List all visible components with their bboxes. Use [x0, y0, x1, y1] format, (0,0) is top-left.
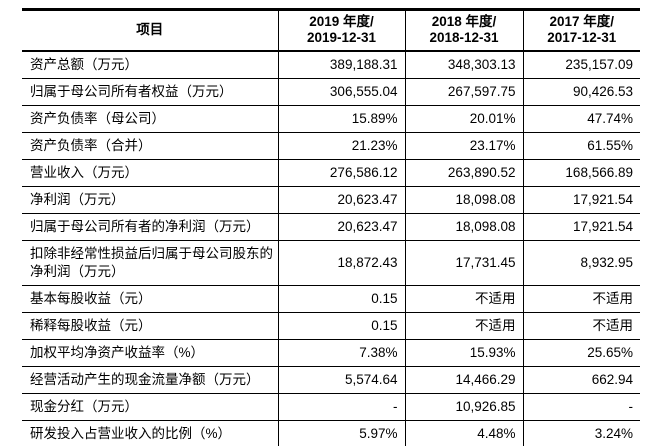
value-cell: - [522, 393, 640, 421]
row-label: 经营活动产生的现金流量净额（万元） [22, 366, 278, 394]
col-header-period-2019: 2019 年度/ 2019-12-31 [277, 9, 405, 52]
col-header-item: 项目 [22, 9, 278, 52]
row-label: 加权平均净资产收益率（%） [22, 339, 278, 367]
value-cell: 662.94 [522, 366, 640, 394]
value-cell: 90,426.53 [522, 78, 640, 106]
table-row-net-profit-parent: 归属于母公司所有者的净利润（万元） 20,623.47 18,098.08 17… [22, 213, 640, 241]
financial-summary-table: 项目 2019 年度/ 2019-12-31 2018 年度/ 2018-12-… [22, 8, 640, 446]
table-row-cash-dividends: 现金分红（万元） - 10,926.85 - [22, 393, 640, 421]
period-date: 2017-12-31 [547, 30, 617, 45]
value-cell: 348,303.13 [404, 51, 523, 79]
value-cell: 20,623.47 [277, 186, 405, 214]
table-row-debt-ratio-consolidated: 资产负债率（合并） 21.23% 23.17% 61.55% [22, 132, 640, 160]
table-row-weighted-avg-roe: 加权平均净资产收益率（%） 7.38% 15.93% 25.65% [22, 339, 640, 367]
row-label: 归属于母公司所有者的净利润（万元） [22, 213, 278, 241]
table-row-diluted-eps: 稀释每股收益（元） 0.15 不适用 不适用 [22, 312, 640, 340]
row-label: 扣除非经常性损益后归属于母公司股东的净利润（万元） [22, 240, 278, 286]
table-row-basic-eps: 基本每股收益（元） 0.15 不适用 不适用 [22, 285, 640, 313]
value-cell: 5,574.64 [277, 366, 405, 394]
value-cell: 306,555.04 [277, 78, 405, 106]
value-cell: 15.89% [277, 105, 405, 133]
table-row-debt-ratio-parent: 资产负债率（母公司） 15.89% 20.01% 47.74% [22, 105, 640, 133]
table-body: 资产总额（万元） 389,188.31 348,303.13 235,157.0… [22, 51, 640, 446]
period-date: 2018-12-31 [429, 30, 499, 45]
value-cell: 276,586.12 [277, 159, 405, 187]
table-header: 项目 2019 年度/ 2019-12-31 2018 年度/ 2018-12-… [22, 9, 640, 52]
row-label: 资产负债率（母公司） [22, 105, 278, 133]
value-cell: 47.74% [522, 105, 640, 133]
row-label: 营业收入（万元） [22, 159, 278, 187]
value-cell: 15.93% [404, 339, 523, 367]
period-date: 2019-12-31 [306, 30, 377, 45]
value-cell: 17,921.54 [522, 186, 640, 214]
table-row-net-profit-deducting-nonrecurring: 扣除非经常性损益后归属于母公司股东的净利润（万元） 18,872.43 17,7… [22, 240, 640, 286]
value-cell: 0.15 [277, 285, 405, 313]
period-label: 2017 年度/ [549, 14, 615, 29]
value-cell: 18,098.08 [404, 186, 523, 214]
value-cell: 8,932.95 [522, 240, 640, 286]
value-cell: 不适用 [404, 312, 523, 340]
value-cell: 4.48% [404, 420, 523, 446]
col-header-period-2017: 2017 年度/ 2017-12-31 [522, 9, 640, 52]
value-cell: 267,597.75 [404, 78, 523, 106]
row-label: 稀释每股收益（元） [22, 312, 278, 340]
value-cell: 168,566.89 [522, 159, 640, 187]
value-cell: - [277, 393, 405, 421]
value-cell: 5.97% [277, 420, 405, 446]
value-cell: 17,731.45 [404, 240, 523, 286]
table-row-net-profit: 净利润（万元） 20,623.47 18,098.08 17,921.54 [22, 186, 640, 214]
header-row: 项目 2019 年度/ 2019-12-31 2018 年度/ 2018-12-… [22, 9, 640, 52]
col-header-period-2018: 2018 年度/ 2018-12-31 [404, 9, 523, 52]
value-cell: 61.55% [522, 132, 640, 160]
row-label: 资产负债率（合并） [22, 132, 278, 160]
table-row-operating-cash-flow: 经营活动产生的现金流量净额（万元） 5,574.64 14,466.29 662… [22, 366, 640, 394]
value-cell: 20,623.47 [277, 213, 405, 241]
table-row-parent-equity: 归属于母公司所有者权益（万元） 306,555.04 267,597.75 90… [22, 78, 640, 106]
table-row-operating-revenue: 营业收入（万元） 276,586.12 263,890.52 168,566.8… [22, 159, 640, 187]
value-cell: 20.01% [404, 105, 523, 133]
value-cell: 21.23% [277, 132, 405, 160]
row-label: 净利润（万元） [22, 186, 278, 214]
value-cell: 0.15 [277, 312, 405, 340]
value-cell: 17,921.54 [522, 213, 640, 241]
value-cell: 14,466.29 [404, 366, 523, 394]
row-label: 现金分红（万元） [22, 393, 278, 421]
value-cell: 18,098.08 [404, 213, 523, 241]
row-label: 研发投入占营业收入的比例（%） [22, 420, 278, 446]
value-cell: 3.24% [522, 420, 640, 446]
value-cell: 不适用 [404, 285, 523, 313]
value-cell: 25.65% [522, 339, 640, 367]
row-label: 资产总额（万元） [22, 51, 278, 79]
period-label: 2018 年度/ [431, 14, 497, 29]
value-cell: 10,926.85 [404, 393, 523, 421]
value-cell: 不适用 [522, 312, 640, 340]
period-label: 2019 年度/ [309, 14, 374, 29]
value-cell: 263,890.52 [404, 159, 523, 187]
table-row-rd-revenue-ratio: 研发投入占营业收入的比例（%） 5.97% 4.48% 3.24% [22, 420, 640, 446]
value-cell: 7.38% [277, 339, 405, 367]
value-cell: 235,157.09 [522, 51, 640, 79]
row-label: 基本每股收益（元） [22, 285, 278, 313]
value-cell: 18,872.43 [277, 240, 405, 286]
row-label: 归属于母公司所有者权益（万元） [22, 78, 278, 106]
value-cell: 23.17% [404, 132, 523, 160]
table-row-total-assets: 资产总额（万元） 389,188.31 348,303.13 235,157.0… [22, 51, 640, 79]
value-cell: 不适用 [522, 285, 640, 313]
value-cell: 389,188.31 [277, 51, 405, 79]
